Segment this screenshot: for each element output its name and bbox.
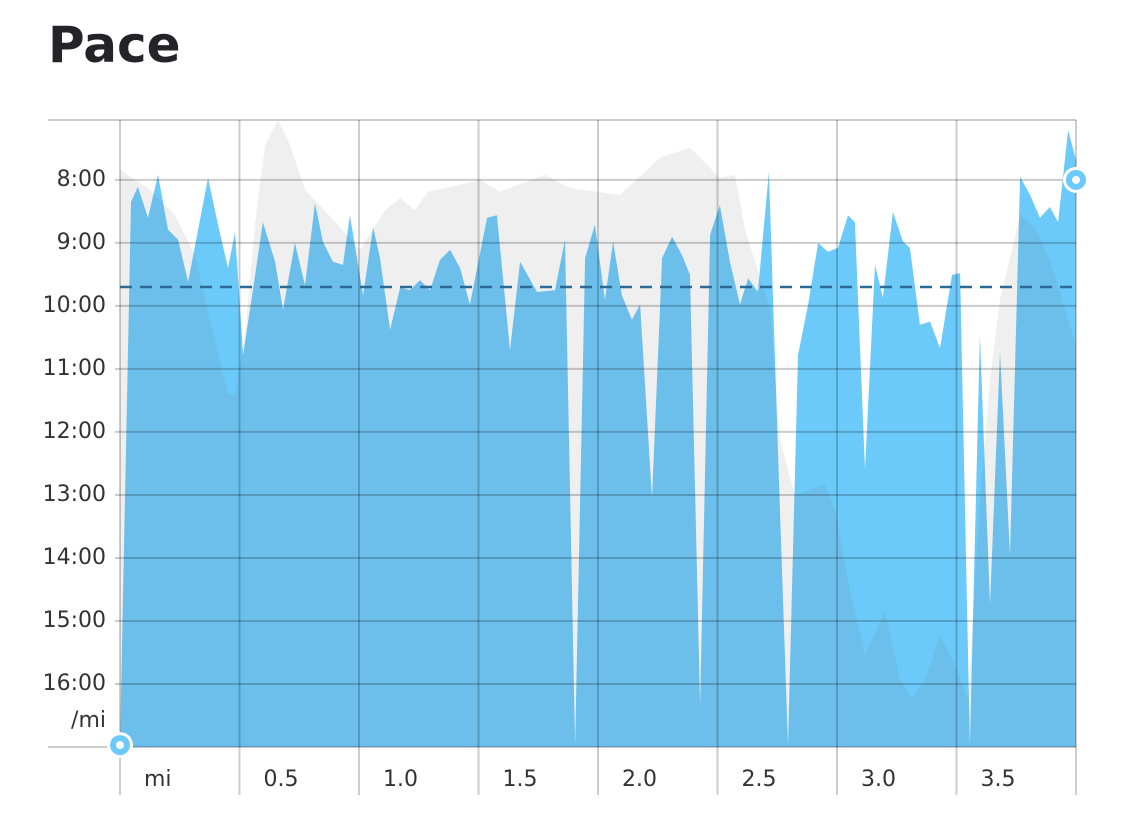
y-tick-label: 8:00 (57, 167, 106, 192)
y-tick-label: 13:00 (43, 482, 106, 507)
chart-title: Pace (48, 16, 181, 74)
x-tick-label: 1.5 (503, 767, 538, 792)
y-tick-label: 16:00 (43, 671, 106, 696)
pace-area (120, 120, 1076, 747)
endpoint-marker (1063, 166, 1089, 193)
y-tick-label: 14:00 (43, 545, 106, 570)
x-tick-label: 1.0 (383, 767, 418, 792)
marker-dot (116, 741, 124, 750)
y-tick-label: 11:00 (43, 356, 106, 381)
pace-area (120, 130, 1076, 748)
endpoint-marker (107, 732, 133, 759)
y-tick-label: 9:00 (57, 230, 106, 255)
x-tick-label: 0.5 (264, 767, 299, 792)
x-tick-label: 3.5 (981, 767, 1016, 792)
y-tick-label: 12:00 (43, 419, 106, 444)
x-tick-label: 2.0 (622, 767, 657, 792)
y-tick-label: 15:00 (43, 608, 106, 633)
marker-dot (1072, 175, 1080, 184)
y-unit: /mi (71, 708, 106, 733)
x-tick-label: mi (144, 767, 172, 792)
y-tick-label: 10:00 (43, 293, 106, 318)
x-tick-label: 3.0 (861, 767, 896, 792)
x-tick-label: 2.5 (742, 767, 777, 792)
